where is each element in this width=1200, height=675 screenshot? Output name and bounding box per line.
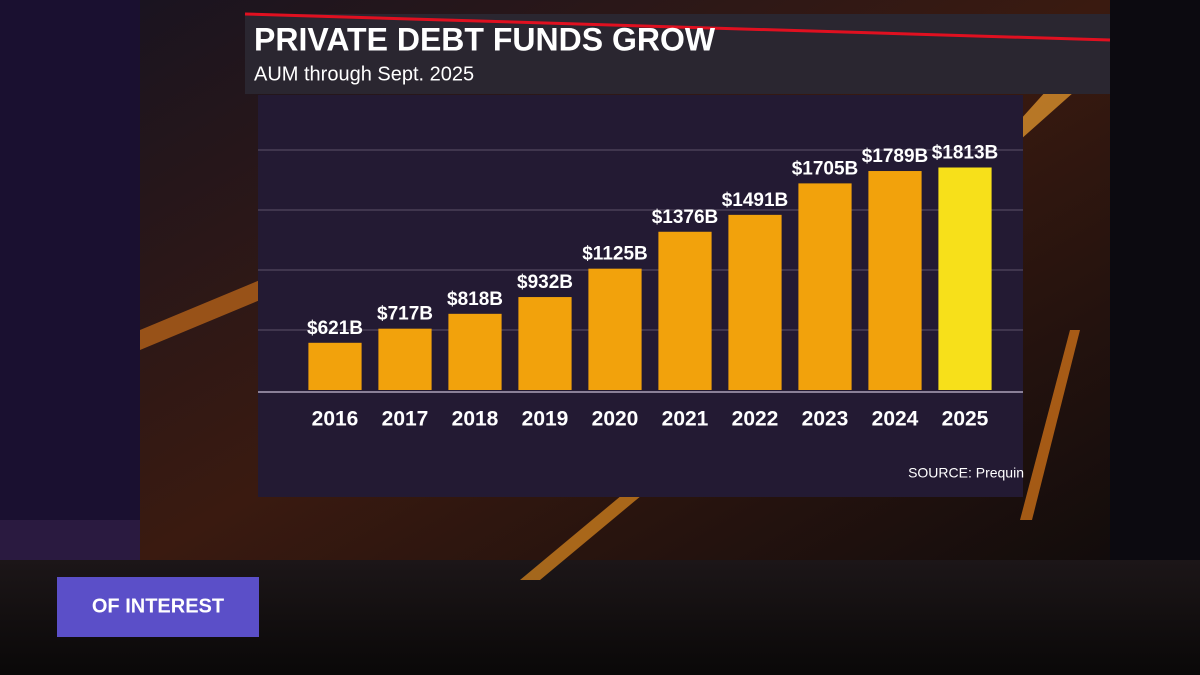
bar (448, 313, 502, 390)
chart-title: PRIVATE DEBT FUNDS GROW (254, 21, 716, 57)
bar (658, 231, 712, 390)
value-label: $932B (517, 272, 573, 293)
x-tick-label: 2021 (662, 408, 709, 431)
value-label: $1376B (652, 207, 719, 228)
x-tick-label: 2019 (522, 408, 569, 431)
x-tick-label: 2016 (312, 408, 359, 431)
bar (378, 328, 432, 390)
value-label: $1125B (582, 244, 648, 265)
light-streak (1020, 330, 1080, 520)
x-tick-label: 2023 (802, 408, 849, 431)
x-tick-label: 2018 (452, 408, 499, 431)
x-tick-label: 2017 (382, 408, 429, 431)
bar (588, 268, 642, 390)
value-label: $1813B (932, 143, 999, 164)
bar (868, 171, 922, 390)
value-label: $1705B (792, 158, 859, 179)
x-tick-label: 2020 (592, 408, 639, 431)
source: SOURCE: Prequin (908, 465, 1024, 481)
bar (518, 297, 572, 390)
x-tick-label: 2025 (942, 408, 989, 431)
value-label: $1789B (862, 146, 929, 167)
bar (308, 342, 362, 390)
value-label: $818B (447, 289, 503, 310)
banner-box (57, 577, 259, 637)
title-rule (244, 12, 1111, 42)
value-label: $1491B (722, 190, 789, 211)
bar (938, 167, 992, 390)
banner-text: OF INTEREST (92, 595, 224, 617)
value-label: $621B (307, 318, 363, 339)
chart-subtitle: AUM through Sept. 2025 (254, 63, 474, 85)
bar (798, 183, 852, 390)
side-screen (0, 0, 140, 560)
bar (728, 214, 782, 390)
light-streak (520, 480, 660, 580)
x-tick-label: 2022 (732, 408, 779, 431)
value-label: $717B (377, 304, 433, 325)
side-glow (0, 520, 140, 560)
light-streak (140, 280, 260, 350)
x-tick-label: 2024 (872, 408, 919, 431)
